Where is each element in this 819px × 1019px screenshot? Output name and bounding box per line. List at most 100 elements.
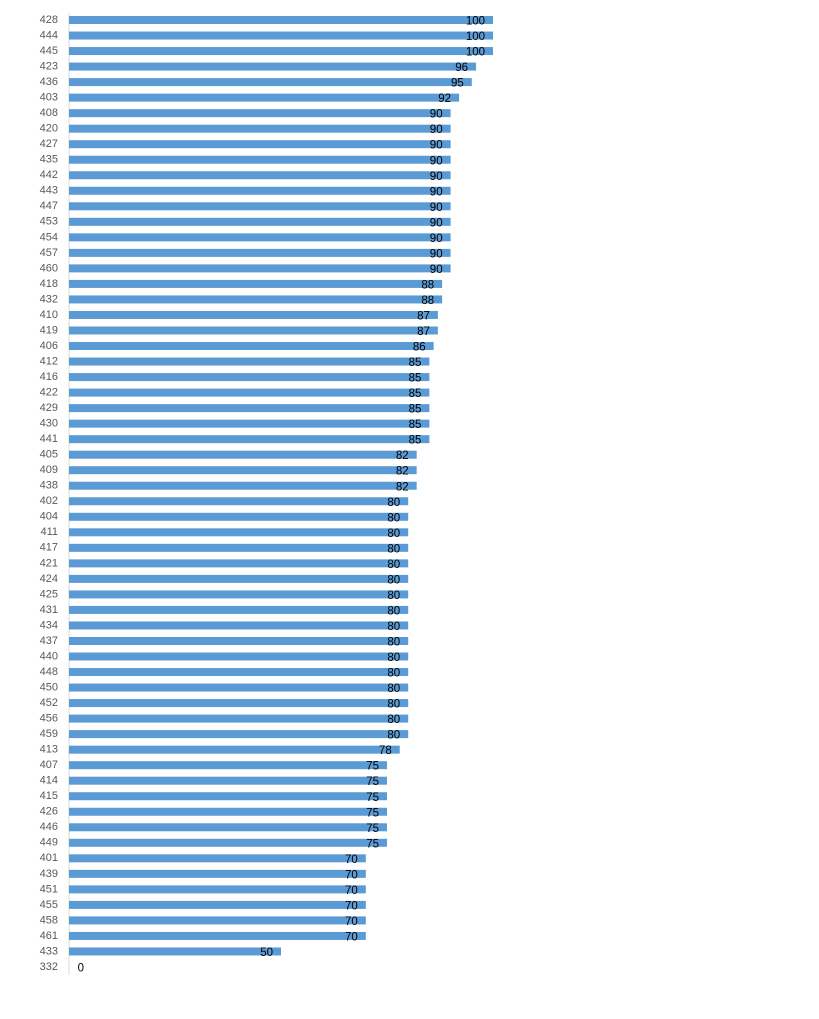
y-tick-label: 460 (40, 262, 58, 274)
y-tick-label: 430 (40, 418, 58, 430)
y-tick-label: 402 (40, 495, 58, 507)
bar (69, 481, 417, 490)
value-label: 75 (366, 776, 379, 788)
bar (69, 683, 409, 692)
y-tick-label: 435 (40, 154, 58, 166)
value-label: 82 (396, 481, 409, 493)
bar (69, 466, 417, 475)
value-label: 86 (413, 342, 426, 354)
y-tick-label: 436 (40, 76, 58, 88)
value-label: 100 (466, 16, 485, 28)
value-label: 80 (387, 528, 400, 540)
bar (69, 140, 451, 149)
value-label: 90 (430, 217, 443, 229)
y-tick-label: 433 (40, 945, 58, 957)
value-label: 70 (345, 869, 358, 881)
value-label: 80 (387, 621, 400, 633)
y-tick-label: 454 (40, 231, 58, 243)
y-tick-label: 446 (40, 821, 58, 833)
bar (69, 574, 409, 583)
y-tick-label: 451 (40, 883, 58, 895)
y-tick-label: 438 (40, 480, 58, 492)
value-label: 85 (409, 419, 422, 431)
value-label: 50 (260, 947, 273, 959)
bar (69, 78, 472, 87)
bar (69, 93, 460, 102)
y-tick-label: 332 (40, 961, 58, 973)
value-label: 80 (387, 512, 400, 524)
bar (69, 450, 417, 459)
bar (69, 388, 430, 397)
y-tick-label: 420 (40, 123, 58, 135)
y-tick-label: 445 (40, 45, 58, 57)
y-tick-label: 452 (40, 697, 58, 709)
y-tick-label: 428 (40, 14, 58, 26)
y-tick-label: 411 (40, 526, 58, 538)
bar (69, 373, 430, 382)
value-label: 85 (409, 404, 422, 416)
bar (69, 947, 281, 956)
bar (69, 807, 387, 816)
y-tick-label: 431 (40, 604, 58, 616)
y-tick-label: 434 (40, 619, 58, 631)
y-tick-label: 429 (40, 402, 58, 414)
value-label: 100 (466, 47, 485, 59)
value-label: 85 (409, 357, 422, 369)
y-tick-label: 415 (40, 790, 58, 802)
y-tick-label: 441 (40, 433, 58, 445)
y-tick-label: 414 (40, 775, 58, 787)
bar (69, 745, 400, 754)
bar (69, 714, 409, 723)
y-tick-label: 456 (40, 713, 58, 725)
y-tick-label: 423 (40, 60, 58, 72)
bar (69, 310, 438, 319)
value-label: 87 (417, 310, 430, 322)
value-label: 0 (78, 963, 84, 975)
value-label: 80 (387, 699, 400, 711)
bar (69, 217, 451, 226)
value-label: 88 (421, 295, 434, 307)
bar (69, 62, 477, 71)
value-label: 75 (366, 838, 379, 850)
bar (69, 16, 493, 24)
y-tick-label: 432 (40, 293, 58, 305)
y-tick-label: 461 (40, 930, 58, 942)
bar (69, 233, 451, 242)
value-label: 78 (379, 745, 392, 757)
y-tick-label: 459 (40, 728, 58, 740)
bar (69, 776, 387, 785)
y-tick-label: 455 (40, 899, 58, 911)
bar (69, 931, 366, 940)
bar (69, 900, 366, 909)
y-tick-label: 418 (40, 278, 58, 290)
y-tick-label: 401 (40, 852, 58, 864)
bar (69, 279, 443, 288)
bar (69, 248, 451, 257)
y-tick-label: 409 (40, 464, 58, 476)
bar (69, 202, 451, 211)
bar (69, 838, 387, 847)
bar (69, 792, 387, 801)
y-tick-label: 427 (40, 138, 58, 150)
bar (69, 636, 409, 645)
bar (69, 109, 451, 118)
value-label: 75 (366, 761, 379, 773)
value-label: 75 (366, 807, 379, 819)
bar (69, 512, 409, 521)
bar (69, 155, 451, 164)
bar (69, 295, 443, 304)
y-tick-label: 444 (40, 29, 58, 41)
value-label: 80 (387, 605, 400, 617)
value-label: 80 (387, 543, 400, 555)
y-tick-label: 406 (40, 340, 58, 352)
value-label: 80 (387, 590, 400, 602)
y-tick-label: 450 (40, 681, 58, 693)
bar (69, 869, 366, 878)
value-label: 70 (345, 931, 358, 943)
y-tick-label: 458 (40, 914, 58, 926)
bar (69, 124, 451, 133)
bar (69, 31, 493, 40)
y-tick-label: 413 (40, 744, 58, 756)
value-label: 85 (409, 373, 422, 385)
